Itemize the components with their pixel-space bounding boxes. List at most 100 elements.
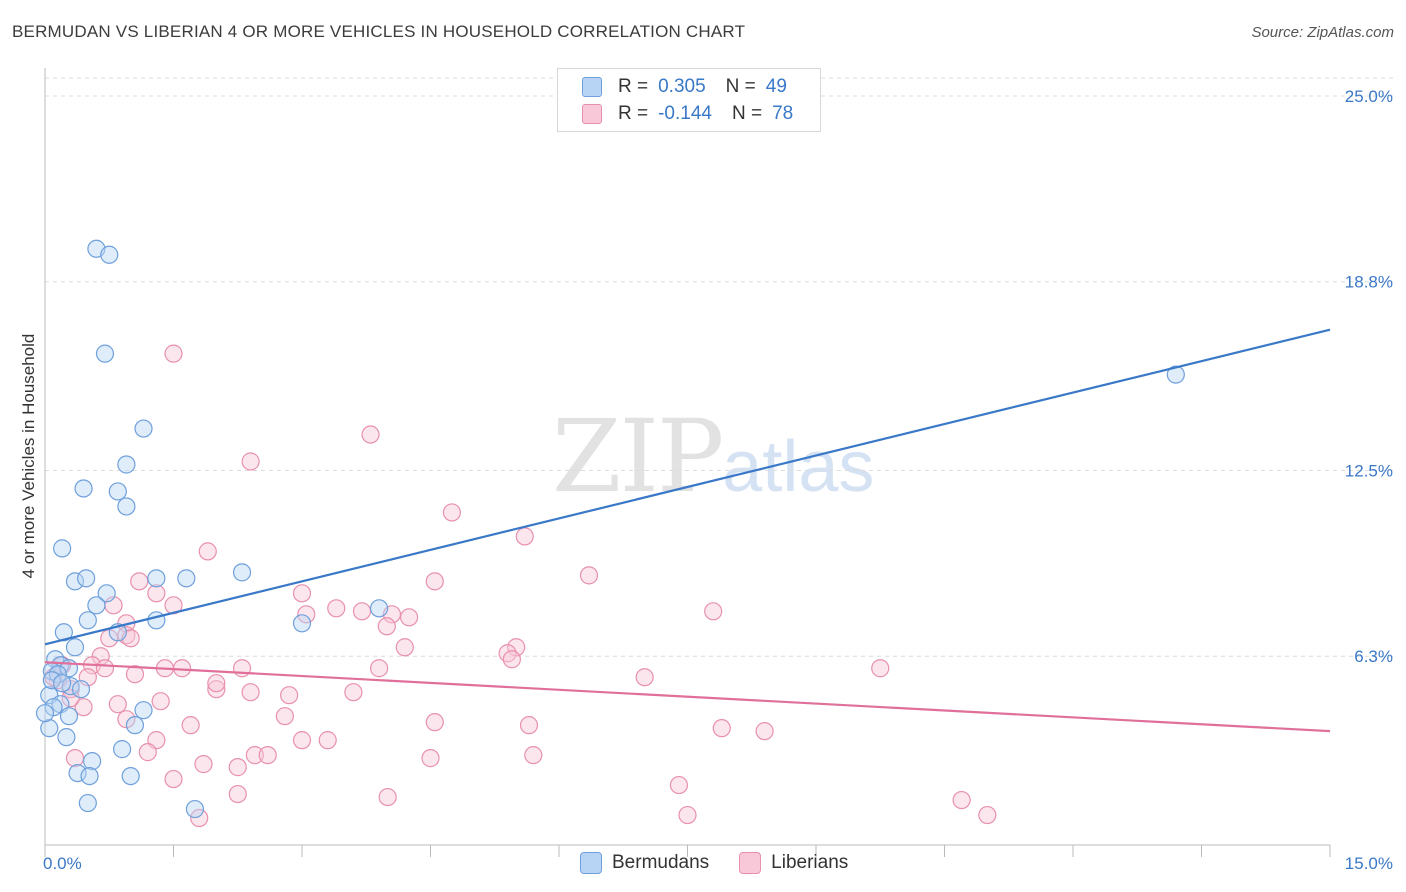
bermudan-point[interactable] [108, 482, 127, 501]
bermudan-point[interactable] [87, 596, 106, 615]
liberian-point[interactable] [181, 716, 200, 735]
bermudan-point[interactable] [40, 719, 59, 738]
liberian-point[interactable] [712, 719, 731, 738]
liberian-point[interactable] [65, 749, 85, 768]
bermudan-point[interactable] [100, 245, 119, 264]
liberian-point[interactable] [164, 344, 183, 363]
liberian-point[interactable] [207, 680, 226, 699]
liberian-point[interactable] [318, 731, 337, 750]
bermudan-point[interactable] [78, 611, 97, 630]
liberian-point[interactable] [130, 572, 149, 591]
bermudan-point[interactable] [59, 707, 79, 726]
bermudan-point[interactable] [83, 752, 102, 771]
series-label-liberians: Liberians [771, 852, 849, 873]
liberian-point[interactable] [292, 584, 312, 603]
bermudan-point[interactable] [370, 599, 389, 618]
liberian-point[interactable] [125, 665, 145, 684]
liberian-point[interactable] [952, 790, 971, 810]
bermudan-point[interactable] [177, 569, 196, 588]
liberian-point[interactable] [704, 602, 723, 621]
liberian-point[interactable] [344, 683, 363, 702]
liberian-point[interactable] [207, 674, 226, 693]
bermudan-point[interactable] [57, 728, 76, 747]
liberian-point[interactable] [425, 572, 444, 591]
bermudan-point[interactable] [80, 766, 99, 786]
liberian-point[interactable] [147, 584, 166, 603]
bermudan-trend-line [44, 328, 1331, 646]
bermudan-point[interactable] [71, 680, 91, 699]
bermudan-point[interactable] [77, 569, 96, 588]
liberian-point[interactable] [755, 722, 774, 741]
liberian-point[interactable] [871, 659, 890, 678]
legend-r-label: R = [618, 76, 649, 97]
liberian-point[interactable] [194, 755, 213, 774]
liberian-point[interactable] [361, 425, 380, 444]
bermudan-point[interactable] [117, 497, 136, 516]
bermudan-point[interactable] [121, 766, 140, 786]
bermudan-point[interactable] [95, 344, 115, 363]
bermudan-point[interactable] [68, 763, 87, 783]
liberian-point[interactable] [138, 743, 157, 762]
legend-row-bermudans: R = 0.305 N = 49 [582, 75, 787, 99]
liberian-point[interactable] [297, 605, 316, 624]
liberian-point[interactable] [524, 746, 543, 765]
liberian-point[interactable] [258, 746, 277, 765]
liberian-point[interactable] [377, 617, 396, 636]
liberian-point[interactable] [241, 452, 260, 471]
liberian-point[interactable] [515, 527, 534, 546]
liberian-point[interactable] [378, 787, 397, 807]
bermudan-point[interactable] [53, 539, 72, 558]
series-legend-bermudans[interactable]: Bermudans [580, 852, 709, 874]
bermudan-point[interactable] [117, 455, 136, 474]
liberian-point[interactable] [108, 695, 127, 714]
bermudan-point[interactable] [134, 701, 153, 720]
bermudan-point[interactable] [125, 716, 145, 735]
liberian-point[interactable] [327, 599, 346, 618]
bermudan-point[interactable] [35, 704, 55, 723]
liberian-point[interactable] [502, 650, 521, 669]
liberian-point[interactable] [669, 775, 689, 795]
watermark: ZIPatlas [552, 398, 874, 515]
liberian-point[interactable] [399, 608, 419, 627]
liberian-point[interactable] [292, 731, 312, 750]
liberian-point[interactable] [95, 659, 115, 678]
bermudan-point[interactable] [65, 638, 85, 657]
liberian-point[interactable] [190, 808, 209, 828]
liberian-point[interactable] [370, 659, 389, 678]
bermudan-point[interactable] [147, 611, 166, 630]
liberian-point[interactable] [421, 749, 440, 768]
liberian-point[interactable] [228, 784, 247, 804]
bermudan-point[interactable] [292, 614, 312, 633]
liberian-point[interactable] [198, 542, 217, 561]
liberian-point[interactable] [425, 713, 444, 732]
liberian-point[interactable] [228, 758, 247, 777]
liberian-point[interactable] [74, 698, 93, 717]
liberian-point[interactable] [395, 638, 414, 657]
series-legend-liberians[interactable]: Liberians [739, 852, 848, 874]
liberian-point[interactable] [978, 805, 997, 825]
liberian-point[interactable] [579, 566, 599, 585]
bermudan-point[interactable] [1166, 365, 1185, 384]
liberian-point[interactable] [519, 716, 539, 735]
liberian-point[interactable] [352, 602, 372, 621]
bermudan-point[interactable] [65, 572, 85, 591]
liberian-point[interactable] [164, 769, 183, 789]
bermudan-point[interactable] [134, 419, 153, 438]
liberian-point[interactable] [678, 805, 697, 825]
bermudan-point[interactable] [232, 563, 252, 582]
liberian-point[interactable] [151, 692, 170, 711]
bermudan-point[interactable] [185, 799, 205, 819]
bermudan-point[interactable] [74, 479, 93, 498]
liberian-point[interactable] [245, 746, 264, 765]
bermudan-point[interactable] [147, 569, 166, 588]
bermudan-point[interactable] [112, 740, 132, 759]
liberian-point[interactable] [241, 683, 260, 702]
liberian-point[interactable] [280, 686, 299, 705]
liberian-point[interactable] [442, 503, 462, 522]
bermudan-point[interactable] [42, 671, 61, 690]
bermudan-point[interactable] [53, 674, 72, 693]
liberian-point[interactable] [635, 668, 654, 687]
bermudan-point[interactable] [97, 584, 116, 603]
bermudan-point[interactable] [78, 793, 97, 813]
liberian-point[interactable] [275, 707, 294, 726]
